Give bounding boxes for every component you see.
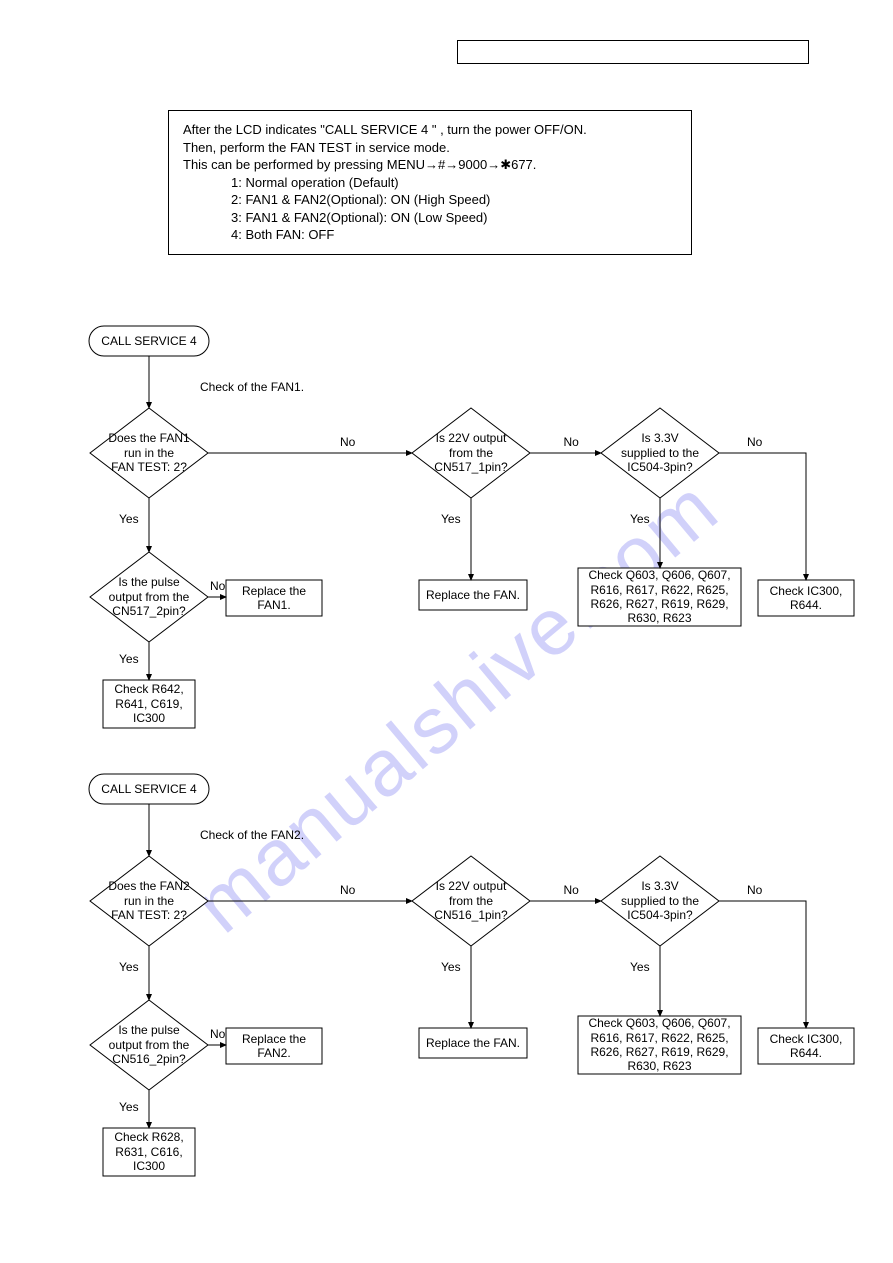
annotation: Check of the FAN1. xyxy=(200,380,304,394)
process-1: Check R628,R631, C616,IC300 xyxy=(103,1128,195,1176)
decision-3: Is 22V outputfrom theCN517_1pin? xyxy=(412,408,530,498)
process-4: Check Q603, Q606, Q607,R616, R617, R622,… xyxy=(578,1016,741,1074)
process-2: Replace theFAN2. xyxy=(226,1028,322,1064)
edge-d4-no: No xyxy=(747,883,762,897)
edge-d2-yes: Yes xyxy=(119,652,139,666)
edge-d1-yes: Yes xyxy=(119,512,139,526)
terminator: CALL SERVICE 4 xyxy=(89,326,209,356)
edge-d2-yes: Yes xyxy=(119,1100,139,1114)
process-4: Check Q603, Q606, Q607,R616, R617, R622,… xyxy=(578,568,741,626)
decision-4: Is 3.3Vsupplied to theIC504-3pin? xyxy=(601,856,719,946)
edge-d1-no: No xyxy=(340,435,355,449)
process-5: Check IC300,R644. xyxy=(758,580,854,616)
edge-d3-yes: Yes xyxy=(441,512,461,526)
decision-1: Does the FAN2run in theFAN TEST: 2? xyxy=(90,856,208,946)
process-1: Check R642,R641, C619,IC300 xyxy=(103,680,195,728)
edge-d3-yes: Yes xyxy=(441,960,461,974)
edge-d2-no: No xyxy=(210,1027,225,1041)
flowchart-canvas: After the LCD indicates "CALL SERVICE 4 … xyxy=(0,0,893,1263)
edge-d1-no: No xyxy=(340,883,355,897)
edge-d4-yes: Yes xyxy=(630,512,650,526)
edge-d4-yes: Yes xyxy=(630,960,650,974)
decision-3: Is 22V outputfrom theCN516_1pin? xyxy=(412,856,530,946)
process-5: Check IC300,R644. xyxy=(758,1028,854,1064)
process-3: Replace the FAN. xyxy=(419,1028,527,1058)
decision-2: Is the pulseoutput from theCN516_2pin? xyxy=(90,1000,208,1090)
decision-4: Is 3.3Vsupplied to theIC504-3pin? xyxy=(601,408,719,498)
edge-d1-yes: Yes xyxy=(119,960,139,974)
decision-2: Is the pulseoutput from theCN517_2pin? xyxy=(90,552,208,642)
terminator: CALL SERVICE 4 xyxy=(89,774,209,804)
edge-d3-no: No xyxy=(564,435,579,449)
annotation: Check of the FAN2. xyxy=(200,828,304,842)
edge-d4-no: No xyxy=(747,435,762,449)
decision-1: Does the FAN1run in theFAN TEST: 2? xyxy=(90,408,208,498)
process-2: Replace theFAN1. xyxy=(226,580,322,616)
edge-d3-no: No xyxy=(564,883,579,897)
process-3: Replace the FAN. xyxy=(419,580,527,610)
edge-d2-no: No xyxy=(210,579,225,593)
